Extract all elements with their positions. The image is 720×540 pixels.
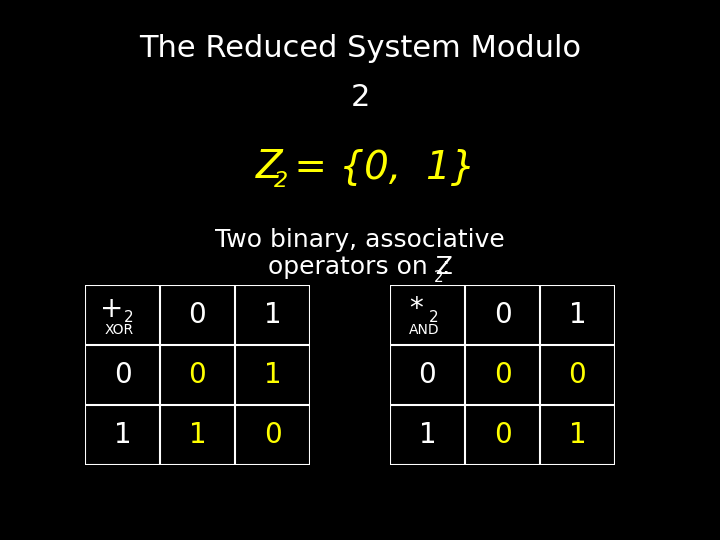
Text: AND: AND bbox=[408, 323, 439, 337]
Text: +: + bbox=[99, 295, 123, 323]
Text: 0: 0 bbox=[494, 301, 511, 329]
Text: The Reduced System Modulo: The Reduced System Modulo bbox=[139, 34, 581, 63]
Text: 0: 0 bbox=[569, 361, 586, 389]
Text: 0: 0 bbox=[494, 361, 511, 389]
Text: 2: 2 bbox=[433, 269, 443, 285]
Text: 0: 0 bbox=[418, 361, 436, 389]
Text: 2: 2 bbox=[274, 171, 288, 191]
Text: 0: 0 bbox=[189, 301, 207, 329]
Text: 0: 0 bbox=[494, 421, 511, 449]
Text: 2: 2 bbox=[124, 310, 133, 326]
Text: 2: 2 bbox=[351, 83, 369, 112]
Text: 1: 1 bbox=[114, 421, 131, 449]
Text: = {0,  1}: = {0, 1} bbox=[282, 148, 476, 186]
Text: 0: 0 bbox=[189, 361, 207, 389]
Text: 2: 2 bbox=[428, 310, 438, 326]
Text: Z: Z bbox=[256, 148, 282, 186]
Text: 1: 1 bbox=[189, 421, 207, 449]
Text: 1: 1 bbox=[419, 421, 436, 449]
Text: 1: 1 bbox=[264, 361, 282, 389]
Text: 1: 1 bbox=[264, 301, 282, 329]
Text: *: * bbox=[410, 295, 423, 323]
Text: 1: 1 bbox=[569, 301, 586, 329]
Text: :: : bbox=[441, 255, 450, 279]
Text: 0: 0 bbox=[114, 361, 131, 389]
Text: 1: 1 bbox=[569, 421, 586, 449]
Text: XOR: XOR bbox=[104, 323, 133, 337]
Text: Two binary, associative: Two binary, associative bbox=[215, 228, 505, 252]
Text: operators on Z: operators on Z bbox=[268, 255, 452, 279]
Text: 0: 0 bbox=[264, 421, 282, 449]
